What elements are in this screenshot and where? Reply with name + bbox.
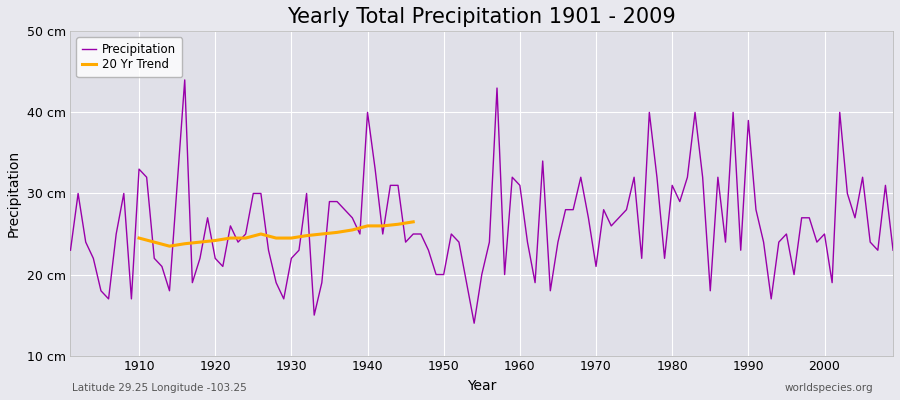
20 Yr Trend <box>377 224 388 228</box>
20 Yr Trend <box>133 236 144 240</box>
Precipitation <box>469 321 480 326</box>
Legend: Precipitation, 20 Yr Trend: Precipitation, 20 Yr Trend <box>76 37 183 77</box>
Precipitation <box>126 296 137 301</box>
Precipitation <box>302 191 312 196</box>
20 Yr Trend <box>271 236 282 240</box>
Text: Latitude 29.25 Longitude -103.25: Latitude 29.25 Longitude -103.25 <box>72 383 247 393</box>
20 Yr Trend <box>164 244 175 248</box>
20 Yr Trend <box>240 236 251 240</box>
Precipitation <box>179 78 190 82</box>
20 Yr Trend <box>256 232 266 236</box>
Line: 20 Yr Trend: 20 Yr Trend <box>139 222 413 246</box>
Precipitation <box>522 240 533 244</box>
Precipitation <box>530 280 541 285</box>
20 Yr Trend <box>408 220 418 224</box>
Line: Precipitation: Precipitation <box>70 80 893 323</box>
20 Yr Trend <box>392 222 403 227</box>
Text: worldspecies.org: worldspecies.org <box>785 383 873 393</box>
20 Yr Trend <box>194 240 205 244</box>
Precipitation <box>346 215 357 220</box>
X-axis label: Year: Year <box>467 379 497 393</box>
20 Yr Trend <box>302 233 312 238</box>
Precipitation <box>887 248 898 253</box>
Precipitation <box>65 248 76 253</box>
Title: Yearly Total Precipitation 1901 - 2009: Yearly Total Precipitation 1901 - 2009 <box>287 7 676 27</box>
20 Yr Trend <box>225 236 236 240</box>
20 Yr Trend <box>210 238 220 243</box>
20 Yr Trend <box>346 228 357 232</box>
Precipitation <box>621 207 632 212</box>
20 Yr Trend <box>317 232 328 236</box>
20 Yr Trend <box>286 236 297 240</box>
20 Yr Trend <box>332 230 343 235</box>
20 Yr Trend <box>179 241 190 246</box>
Y-axis label: Precipitation: Precipitation <box>7 150 21 237</box>
20 Yr Trend <box>148 240 159 244</box>
20 Yr Trend <box>362 224 373 228</box>
